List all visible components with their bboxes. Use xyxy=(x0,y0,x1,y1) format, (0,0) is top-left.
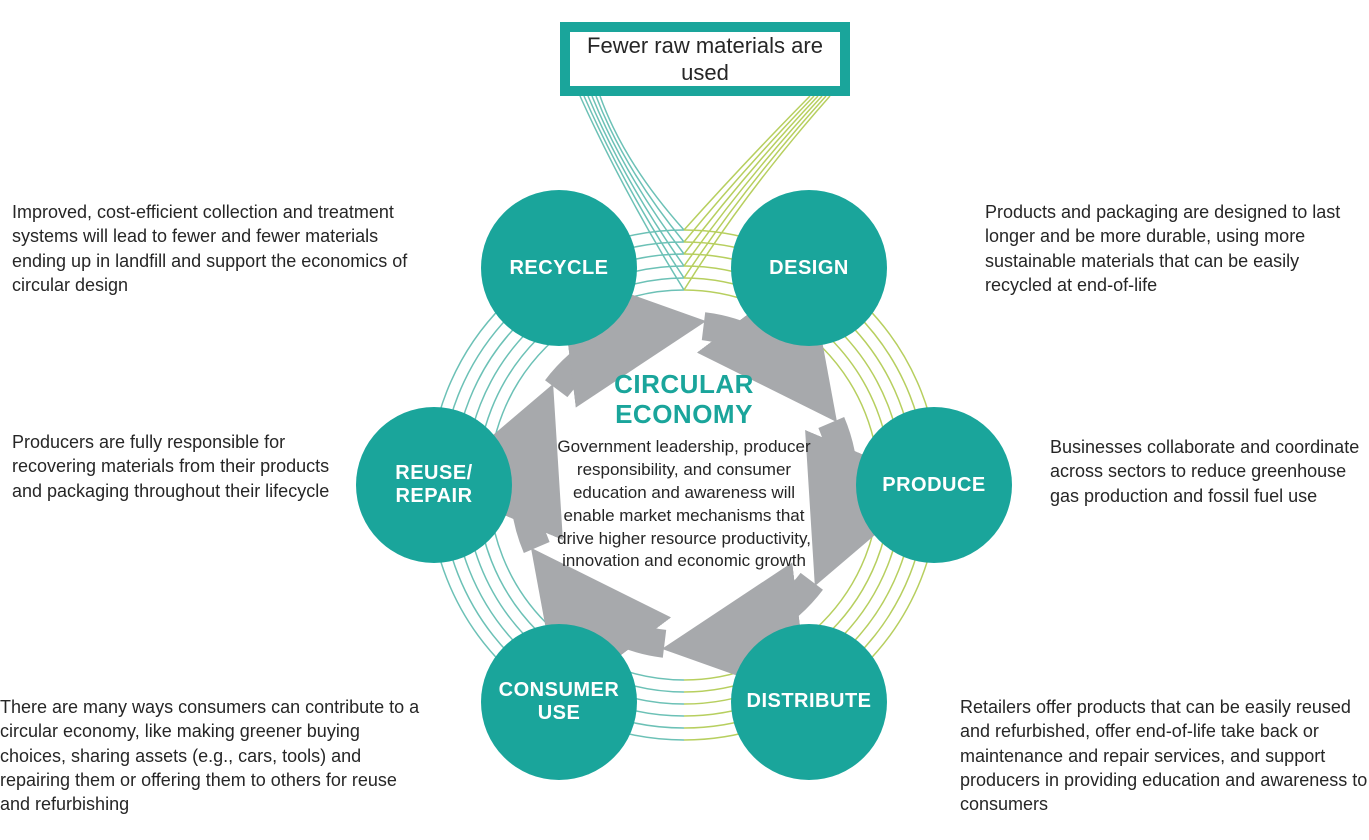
circular-economy-diagram: Fewer raw materials are used CIRCULAR EC… xyxy=(0,0,1369,840)
node-label: DESIGN xyxy=(769,257,849,280)
node-consumer_use: CONSUMER USE xyxy=(481,624,637,780)
node-distribute: DISTRIBUTE xyxy=(731,624,887,780)
desc-produce: Businesses collaborate and coordinate ac… xyxy=(1050,435,1360,508)
desc-design: Products and packaging are designed to l… xyxy=(985,200,1365,297)
desc-consumer_use: There are many ways consumers can contri… xyxy=(0,695,430,816)
top-callout-box: Fewer raw materials are used xyxy=(560,22,850,96)
node-label: CONSUMER USE xyxy=(491,679,627,725)
node-label: RECYCLE xyxy=(509,257,608,280)
node-design: DESIGN xyxy=(731,190,887,346)
node-label: DISTRIBUTE xyxy=(747,690,872,713)
center-title: CIRCULAR ECONOMY xyxy=(549,370,819,430)
node-produce: PRODUCE xyxy=(856,407,1012,563)
desc-recycle: Improved, cost-efficient collection and … xyxy=(12,200,412,297)
node-label: REUSE/ REPAIR xyxy=(366,462,502,508)
desc-distribute: Retailers offer products that can be eas… xyxy=(960,695,1369,816)
node-label: PRODUCE xyxy=(882,474,986,497)
center-block: CIRCULAR ECONOMY Government leadership, … xyxy=(549,370,819,573)
node-reuse_repair: REUSE/ REPAIR xyxy=(356,407,512,563)
node-recycle: RECYCLE xyxy=(481,190,637,346)
center-body: Government leadership, producer responsi… xyxy=(549,436,819,574)
top-callout-text: Fewer raw materials are used xyxy=(570,32,840,87)
desc-reuse_repair: Producers are fully responsible for reco… xyxy=(12,430,332,503)
